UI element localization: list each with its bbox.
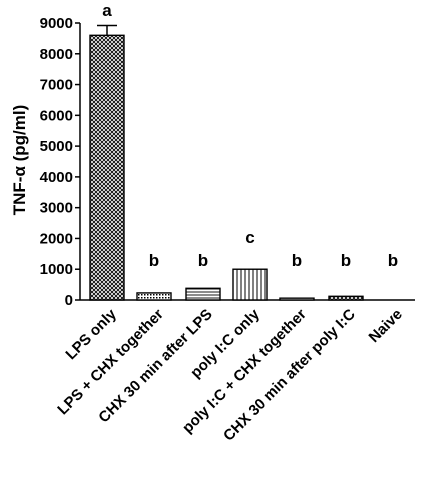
y-tick-label: 8000 [40, 46, 73, 63]
bar [89, 34, 125, 301]
x-tick-label: Naive [366, 306, 406, 346]
bar [232, 268, 268, 301]
y-tick-label: 9000 [40, 15, 73, 32]
significance-label: b [292, 251, 302, 270]
significance-label: b [149, 251, 159, 270]
significance-label: b [198, 251, 208, 270]
significance-label: b [388, 251, 398, 270]
y-tick-label: 1000 [40, 261, 73, 278]
y-tick-label: 6000 [40, 107, 73, 124]
significance-label: c [245, 228, 254, 247]
bar [328, 295, 364, 301]
y-tick-label: 5000 [40, 138, 73, 155]
y-tick-label: 2000 [40, 230, 73, 247]
bar [279, 297, 315, 301]
plot-area: 0100020003000400050006000700080009000aLP… [40, 1, 415, 445]
y-axis-title: TNF-α (pg/ml) [10, 105, 29, 216]
y-tick-label: 3000 [40, 200, 73, 217]
bar [136, 292, 172, 301]
significance-label: a [102, 1, 112, 20]
significance-label: b [341, 251, 351, 270]
bar [185, 287, 221, 301]
y-tick-label: 0 [65, 292, 73, 309]
y-tick-label: 4000 [40, 169, 73, 186]
y-tick-label: 7000 [40, 77, 73, 94]
